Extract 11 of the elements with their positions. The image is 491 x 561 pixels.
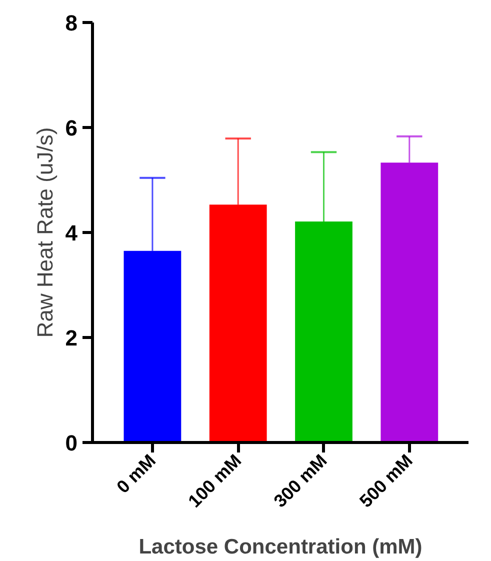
y-tick-label: 0 — [65, 430, 78, 456]
x-tick-label: 100 mM — [184, 450, 246, 512]
x-tick-label: 300 mM — [270, 450, 331, 512]
y-tick-label: 6 — [65, 116, 78, 140]
y-tick-label: 8 — [65, 10, 78, 36]
x-tick-label: 500 mM — [356, 450, 416, 512]
y-tick-label: 4 — [65, 220, 78, 246]
y-axis-title: Raw Heat Rate (uJ/s) — [32, 127, 58, 338]
x-tick-label: 0 mM — [112, 450, 160, 498]
x-axis-title: Lactose Concentration (mM) — [138, 535, 422, 558]
y-tick-label: 2 — [65, 326, 78, 350]
